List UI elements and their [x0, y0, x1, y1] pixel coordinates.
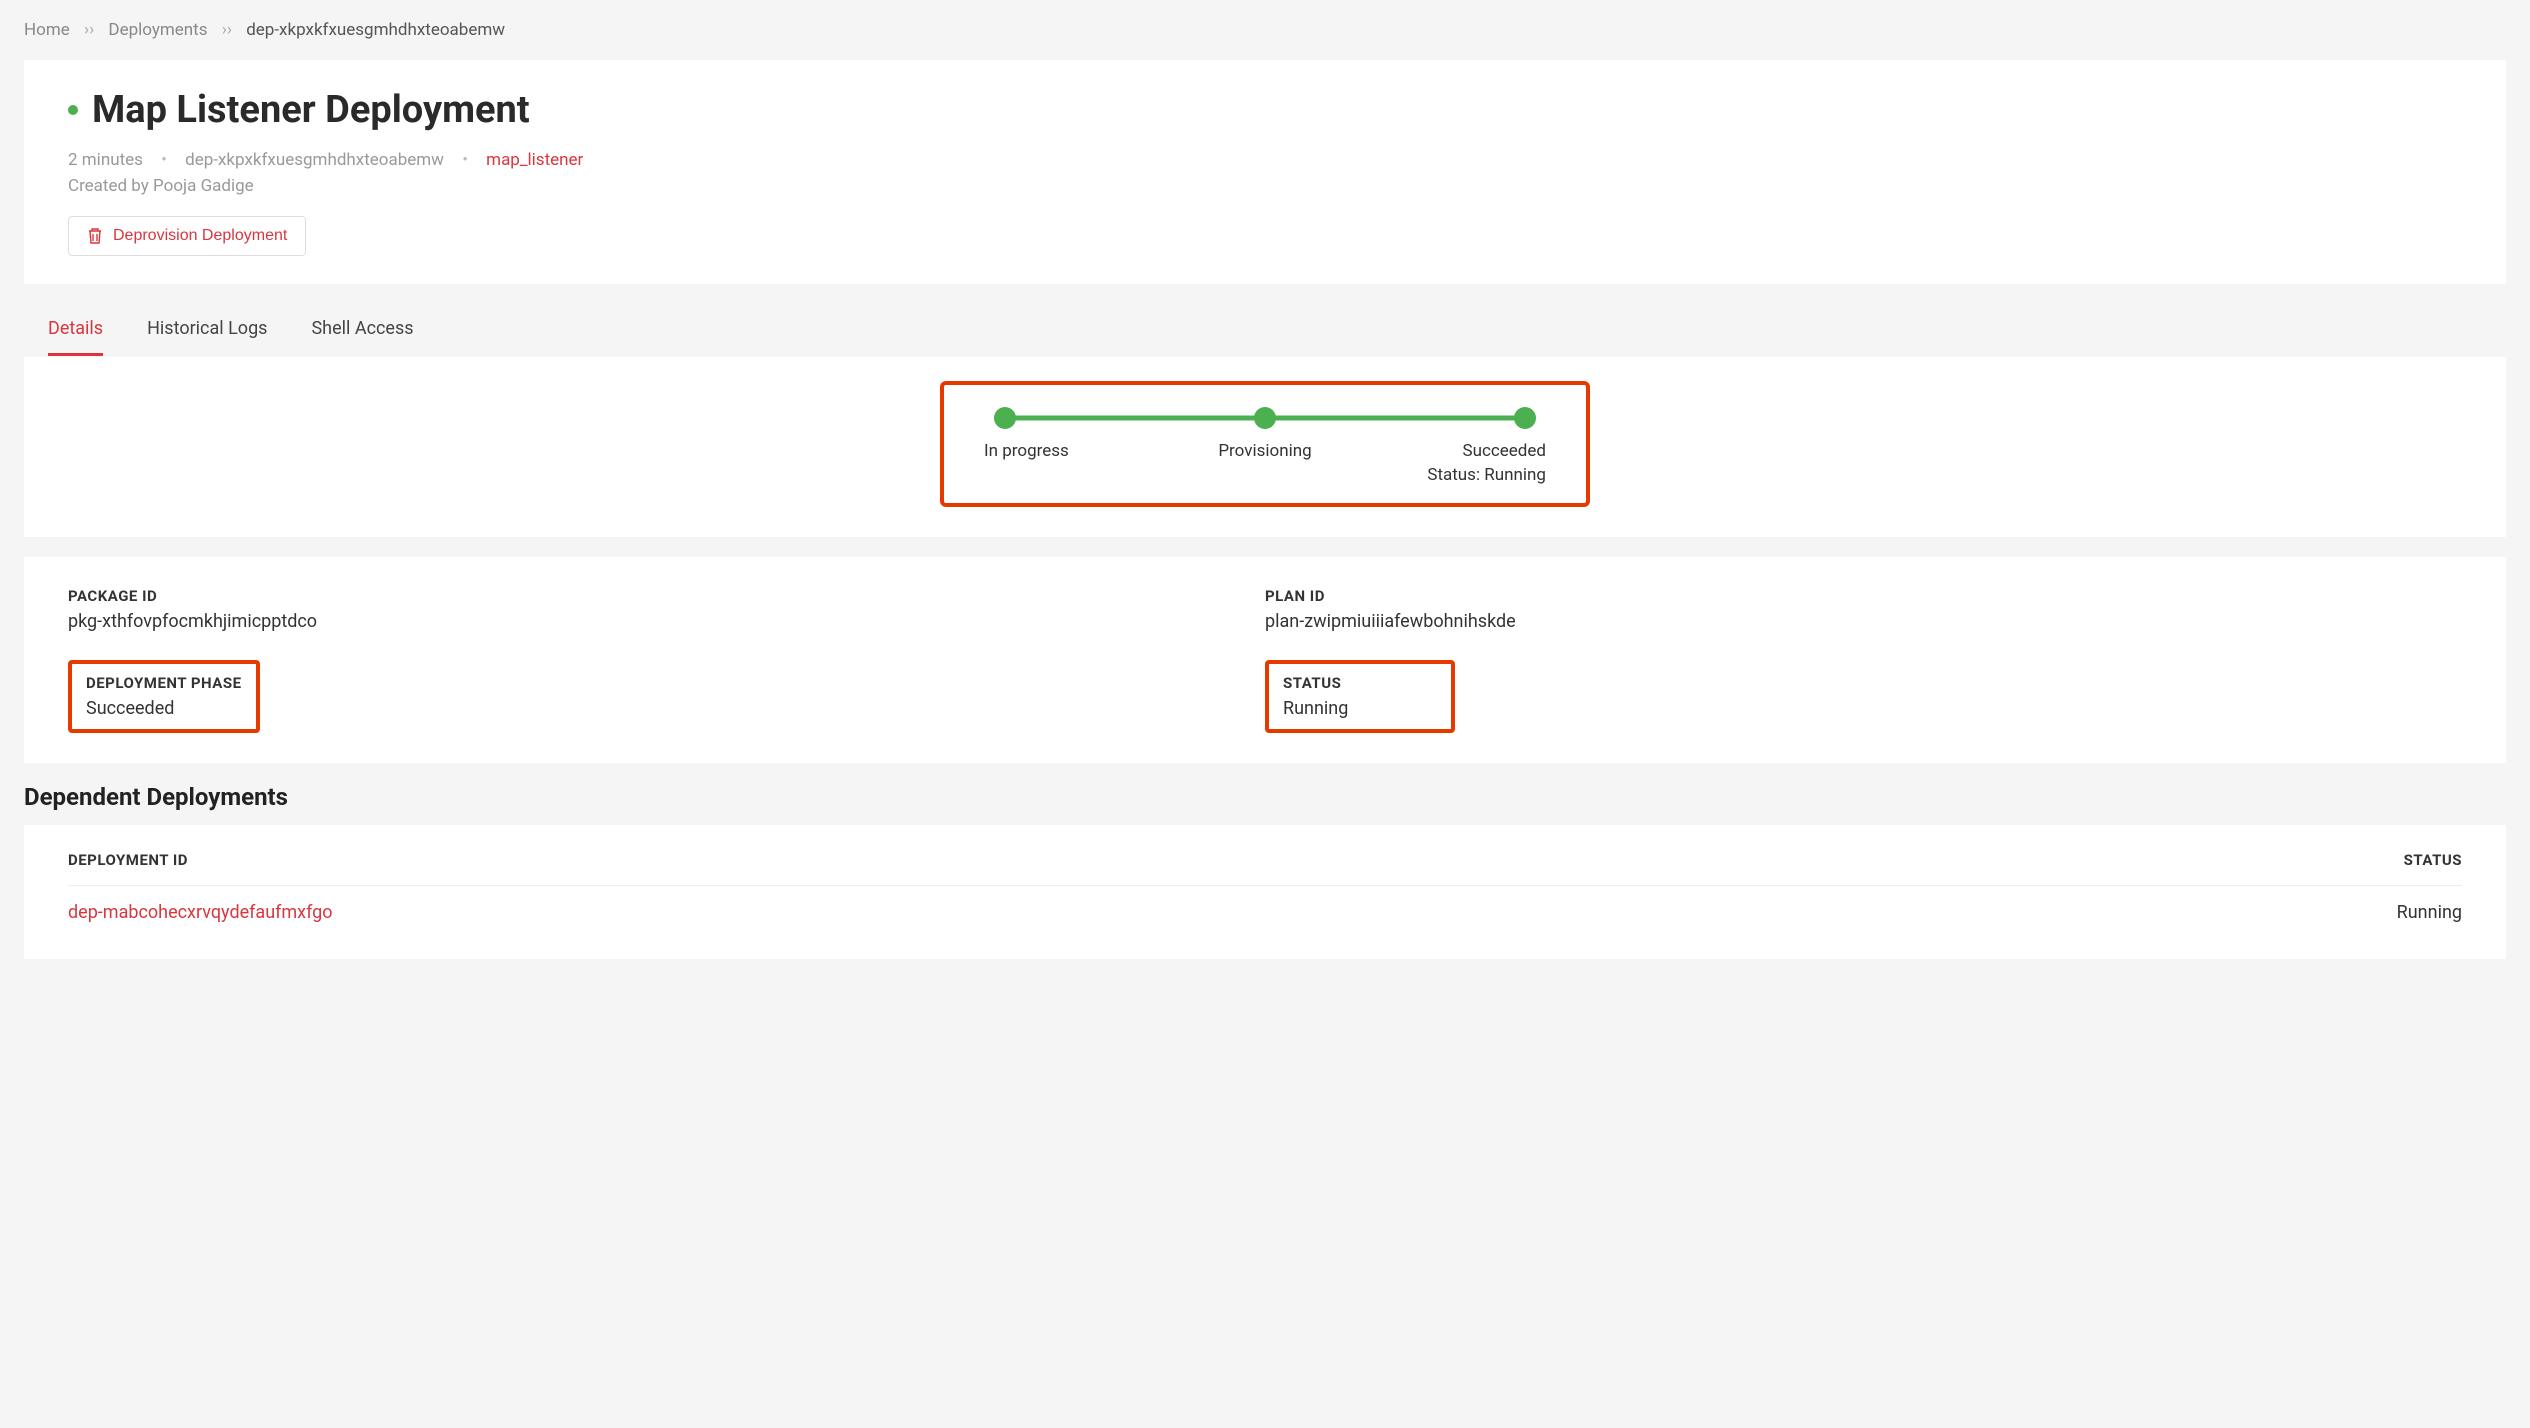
info-grid: PACKAGE ID pkg-xthfovpfocmkhjimicpptdco …	[24, 557, 2506, 763]
package-id-label: PACKAGE ID	[68, 587, 1265, 605]
tab-shell-access[interactable]: Shell Access	[311, 304, 413, 356]
phase-label: DEPLOYMENT PHASE	[86, 674, 242, 692]
progress-label-3: Succeeded	[1359, 441, 1546, 461]
breadcrumb-current: dep-xkpxkfxuesgmhdhxteoabemw	[246, 20, 505, 40]
plan-id-value: plan-zwipmiuiiiafewbohnihskde	[1265, 611, 2462, 632]
status-highlight-box: STATUS Running	[1265, 660, 1455, 733]
phase-value: Succeeded	[86, 698, 242, 719]
deployment-age: 2 minutes	[68, 150, 143, 170]
trash-icon	[87, 227, 103, 245]
progress-card: In progress Provisioning Succeeded Statu…	[24, 357, 2506, 537]
created-by: Created by Pooja Gadige	[68, 176, 2462, 196]
col-deployment-id: DEPLOYMENT ID	[68, 851, 188, 869]
package-link[interactable]: map_listener	[486, 150, 583, 170]
info-status: STATUS Running	[1265, 660, 2462, 733]
deployment-id: dep-xkpxkfxuesgmhdhxteoabemw	[185, 150, 444, 170]
tab-details[interactable]: Details	[48, 304, 103, 356]
progress-label-1: In progress	[984, 441, 1171, 461]
meta-row: 2 minutes • dep-xkpxkfxuesgmhdhxteoabemw…	[68, 150, 2462, 170]
table-header-row: DEPLOYMENT ID STATUS	[68, 835, 2462, 886]
deprovision-label: Deprovision Deployment	[113, 227, 287, 245]
package-id-value: pkg-xthfovpfocmkhjimicpptdco	[68, 611, 1265, 632]
progress-track	[994, 407, 1536, 429]
deprovision-button[interactable]: Deprovision Deployment	[68, 216, 306, 256]
status-dot-icon	[68, 105, 78, 115]
info-phase: DEPLOYMENT PHASE Succeeded	[68, 660, 1265, 733]
status-label: STATUS	[1283, 674, 1437, 692]
breadcrumb-sep: ››	[222, 20, 232, 40]
tabs: Details Historical Logs Shell Access	[24, 304, 2506, 357]
progress-node-3	[1514, 407, 1536, 429]
progress-node-2	[1254, 407, 1276, 429]
meta-sep: •	[462, 150, 468, 170]
status-value: Running	[1283, 698, 1437, 719]
col-status: STATUS	[2404, 851, 2462, 869]
progress-label-2: Provisioning	[1171, 441, 1358, 461]
dependent-id-link[interactable]: dep-mabcohecxrvqydefaufmxfgo	[68, 902, 333, 923]
breadcrumb-home[interactable]: Home	[24, 20, 70, 40]
tab-historical-logs[interactable]: Historical Logs	[147, 304, 267, 356]
phase-highlight-box: DEPLOYMENT PHASE Succeeded	[68, 660, 260, 733]
breadcrumb: Home ›› Deployments ›› dep-xkpxkfxuesgmh…	[0, 0, 2530, 60]
progress-highlight-box: In progress Provisioning Succeeded Statu…	[940, 381, 1590, 507]
breadcrumb-sep: ››	[84, 20, 94, 40]
info-plan-id: PLAN ID plan-zwipmiuiiiafewbohnihskde	[1265, 587, 2462, 632]
table-row: dep-mabcohecxrvqydefaufmxfgo Running	[68, 886, 2462, 939]
dependent-status: Running	[2397, 902, 2462, 923]
dependent-table: DEPLOYMENT ID STATUS dep-mabcohecxrvqyde…	[24, 825, 2506, 959]
page-title: Map Listener Deployment	[92, 88, 530, 132]
plan-id-label: PLAN ID	[1265, 587, 2462, 605]
info-package-id: PACKAGE ID pkg-xthfovpfocmkhjimicpptdco	[68, 587, 1265, 632]
meta-sep: •	[161, 150, 167, 170]
progress-node-1	[994, 407, 1016, 429]
breadcrumb-deployments[interactable]: Deployments	[108, 20, 207, 40]
header-card: Map Listener Deployment 2 minutes • dep-…	[24, 60, 2506, 284]
progress-sub-3: Status: Running	[1359, 465, 1546, 485]
dependent-title: Dependent Deployments	[24, 783, 2506, 811]
